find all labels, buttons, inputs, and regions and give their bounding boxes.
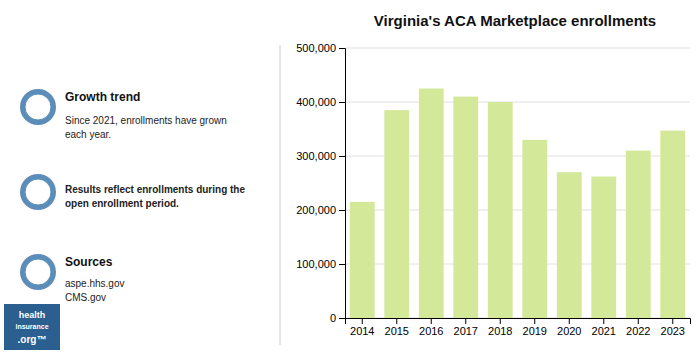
icon <box>20 254 56 290</box>
x-tick: 2021 <box>592 318 616 337</box>
annotation-line: CMS.gov <box>65 292 106 303</box>
x-tick-label: 2019 <box>523 325 547 337</box>
x-axis: 2014 2015 2016 2017 2018 2019 2020 2021 2022 2023 <box>346 318 691 337</box>
logo-box <box>4 304 60 350</box>
y-tick-mark <box>339 102 345 103</box>
y-tick-mark <box>339 318 345 319</box>
x-tick-label: 2014 <box>350 325 374 337</box>
bars <box>350 89 685 319</box>
y-tick: 100,000 <box>296 258 345 270</box>
bar <box>419 89 444 319</box>
icon <box>20 174 56 210</box>
annotation-heading: Growth trend <box>65 90 140 104</box>
x-tick-label: 2016 <box>419 325 443 337</box>
x-tick: 2017 <box>454 318 478 337</box>
annotation-note: aspe.hhs.gov CMS.gov <box>65 278 125 303</box>
icon <box>20 89 56 125</box>
icon-outer <box>20 254 56 290</box>
x-tick-mark <box>603 318 604 324</box>
x-tick: 2019 <box>523 318 547 337</box>
annotation-line: .org™ <box>18 334 47 345</box>
icon-inner <box>25 179 51 205</box>
bar <box>384 110 409 318</box>
divider <box>280 45 281 345</box>
icon-outer <box>20 89 56 125</box>
y-tick: 300,000 <box>296 150 345 162</box>
y-axis-line <box>339 49 346 319</box>
x-tick-mark <box>396 318 397 324</box>
annotation-line: open enrollment period. <box>65 198 179 209</box>
x-tick-label: 2015 <box>385 325 409 337</box>
y-tick: 400,000 <box>296 96 345 108</box>
y-tick-label: 200,000 <box>296 204 336 216</box>
title: Virginia's ACA Marketplace enrollments <box>374 12 656 29</box>
x-tick-mark <box>500 318 501 324</box>
annotation-logo-text: .org™ <box>18 334 47 345</box>
y-axis: 0 100,000 200,000 300,000 400,000 500,000 <box>296 42 345 324</box>
y-tick-label: 100,000 <box>296 258 336 270</box>
bar <box>522 140 547 318</box>
bar <box>557 172 582 318</box>
x-tick-label: 2018 <box>488 325 512 337</box>
annotation-line: Growth trend <box>65 90 140 104</box>
bar <box>350 202 375 318</box>
x-tick-mark <box>638 318 639 324</box>
x-tick: 2015 <box>385 318 409 337</box>
y-tick-mark <box>339 264 345 265</box>
y-tick: 0 <box>330 312 345 324</box>
grid-line <box>345 102 690 103</box>
y-tick-label: 0 <box>330 312 336 324</box>
x-tick: 2020 <box>557 318 581 337</box>
x-tick-mark <box>465 318 466 324</box>
x-tick-mark <box>672 318 673 324</box>
y-tick-mark <box>339 48 345 49</box>
annotation-heading: Sources <box>65 255 113 269</box>
annotation-note: Results reflect enrollments during the op… <box>65 184 245 209</box>
annotation-line: Since 2021, enrollments have grown <box>65 115 227 126</box>
annotation-note: Since 2021, enrollments have grown each y… <box>65 115 227 140</box>
x-tick: 2014 <box>350 318 374 337</box>
icon-inner <box>25 94 51 120</box>
annotation-line: insurance <box>15 323 48 330</box>
grid <box>345 48 690 318</box>
grid-line <box>345 48 690 49</box>
bar <box>626 151 651 318</box>
y-tick-label: 300,000 <box>296 150 336 162</box>
annotation-logo-text: health <box>19 310 46 320</box>
x-tick-mark <box>534 318 535 324</box>
x-tick-mark <box>362 318 363 324</box>
x-tick: 2018 <box>488 318 512 337</box>
annotation-line: Results reflect enrollments during the <box>65 184 245 195</box>
x-tick-label: 2020 <box>557 325 581 337</box>
y-tick: 500,000 <box>296 42 345 54</box>
annotation-line: each year. <box>65 129 111 140</box>
annotation-line: Sources <box>65 255 113 269</box>
annotation-line: health <box>19 310 46 320</box>
x-axis-line <box>346 319 691 325</box>
x-tick: 2022 <box>626 318 650 337</box>
annotation-line: aspe.hhs.gov <box>65 278 125 289</box>
x-tick-label: 2017 <box>454 325 478 337</box>
y-tick-label: 500,000 <box>296 42 336 54</box>
chart: Virginia's ACA Marketplace enrollments 20… <box>0 0 700 355</box>
x-tick: 2023 <box>661 318 685 337</box>
y-tick-mark <box>339 210 345 211</box>
annotation-logo-text: insurance <box>15 323 48 330</box>
y-tick-label: 400,000 <box>296 96 336 108</box>
x-tick-mark <box>569 318 570 324</box>
bar <box>591 177 616 318</box>
x-tick: 2016 <box>419 318 443 337</box>
bar <box>488 102 513 318</box>
icon-outer <box>20 174 56 210</box>
bar <box>660 131 685 318</box>
x-tick-label: 2023 <box>661 325 685 337</box>
y-tick: 200,000 <box>296 204 345 216</box>
x-tick-label: 2022 <box>626 325 650 337</box>
icon-inner <box>25 259 51 285</box>
y-tick-mark <box>339 156 345 157</box>
x-tick-label: 2021 <box>592 325 616 337</box>
bar <box>453 97 478 318</box>
x-tick-mark <box>431 318 432 324</box>
